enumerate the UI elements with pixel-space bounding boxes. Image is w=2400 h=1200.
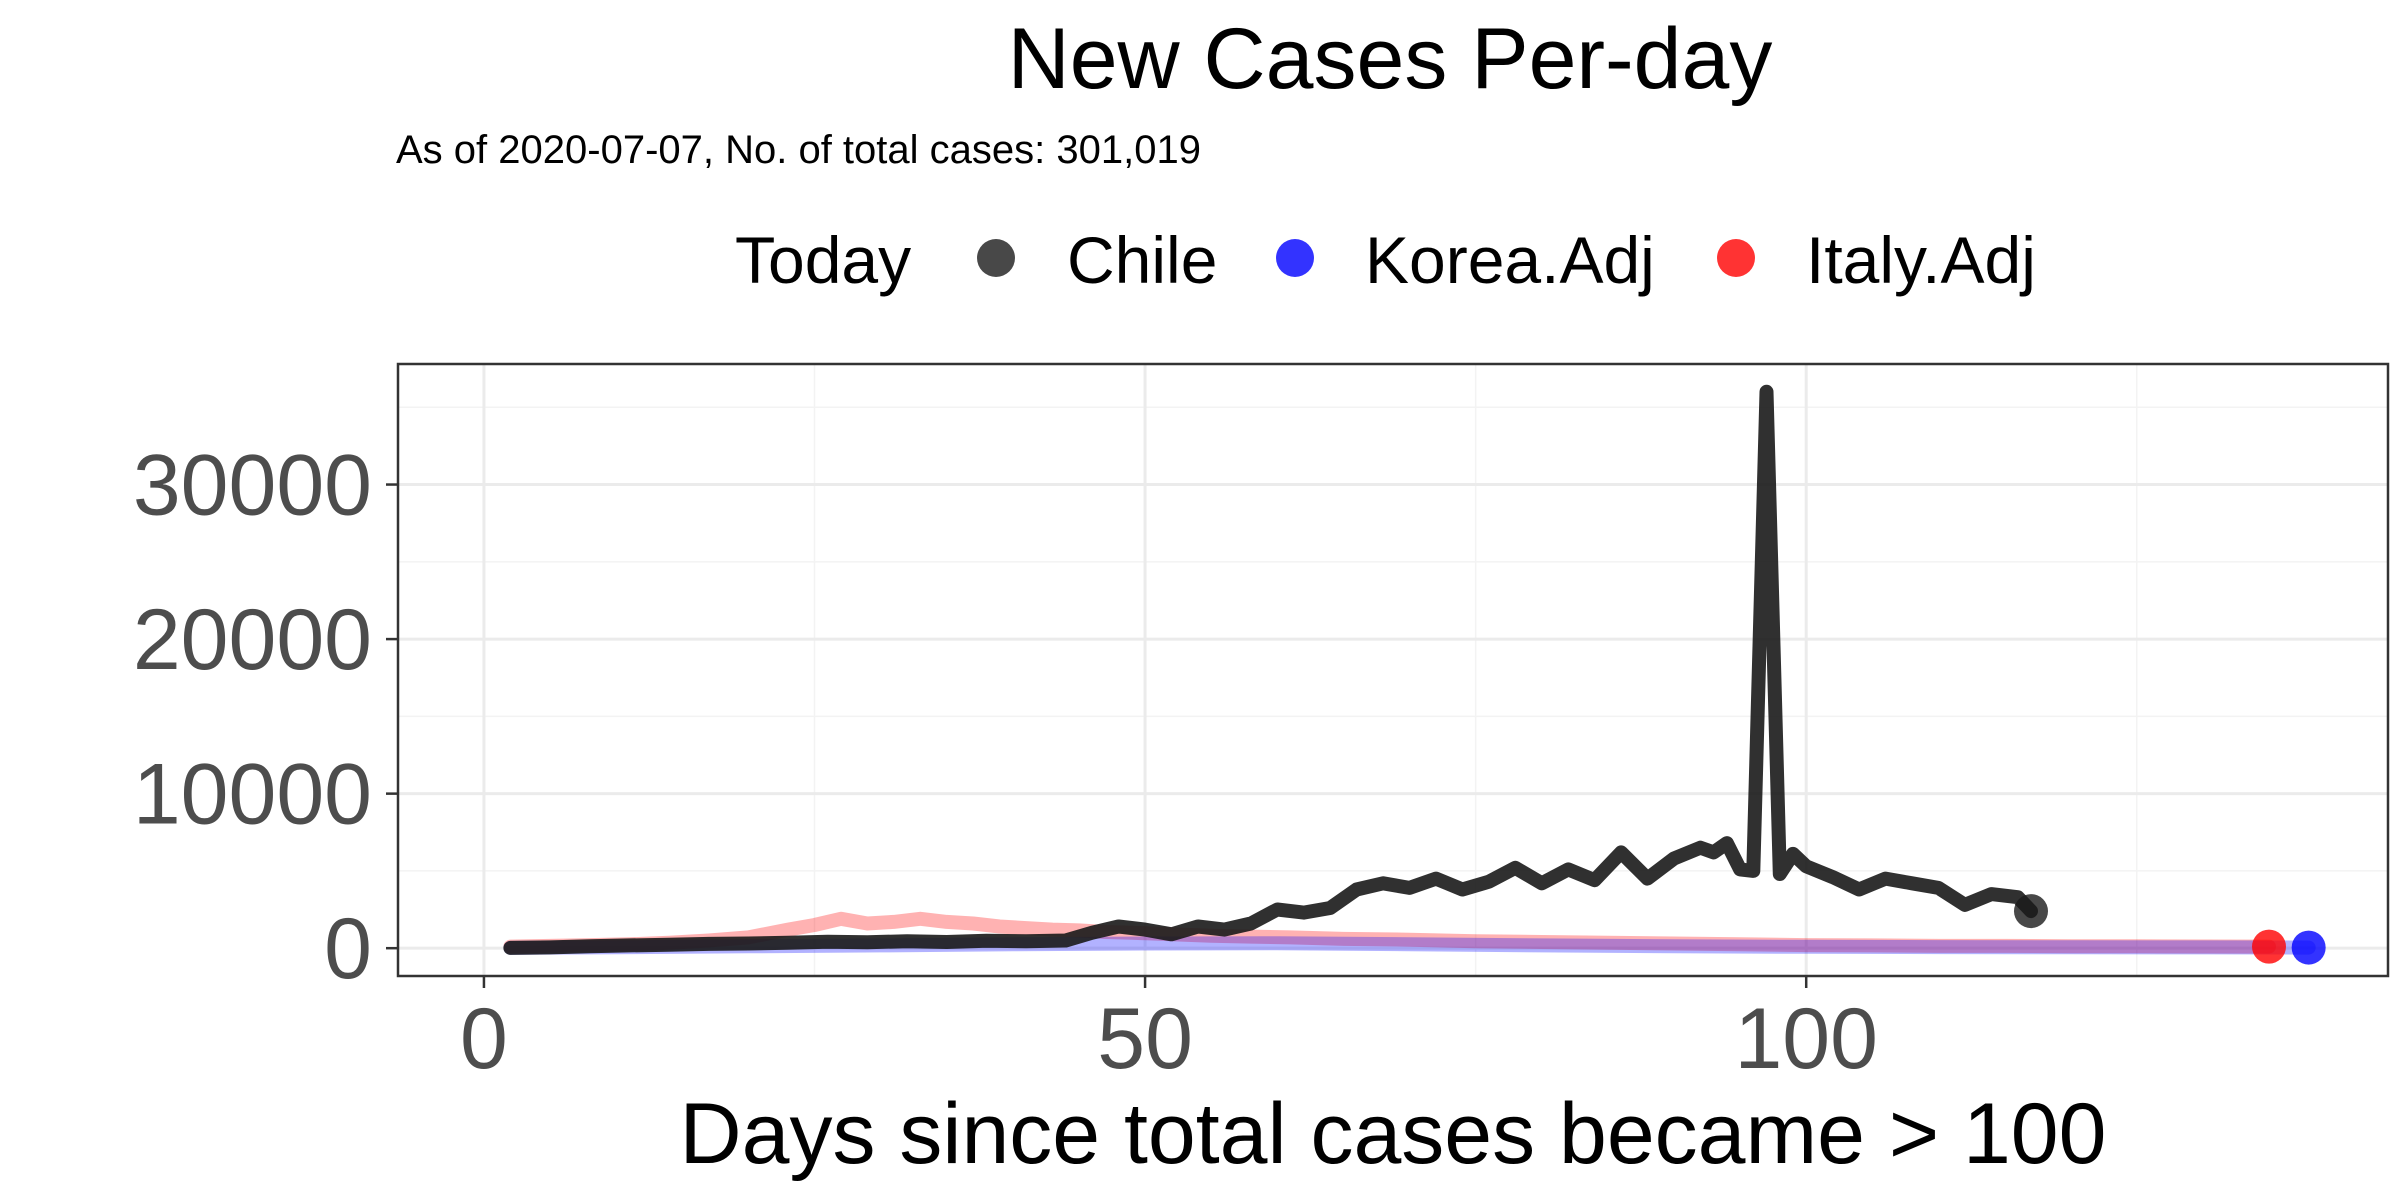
- y-tick-label: 10000: [133, 747, 372, 843]
- plot-border: [396, 362, 2390, 978]
- y-axis: 0 10000 20000 30000: [133, 438, 398, 997]
- legend-label-korea-adj: Korea.Adj: [1365, 223, 1655, 297]
- plot-background: [398, 364, 2388, 976]
- endpoint-korea-adj: [2291, 930, 2326, 965]
- y-tick-label: 0: [324, 901, 372, 997]
- legend-key-italy-adj: [1717, 239, 1755, 277]
- plot-panel: [396, 362, 2390, 978]
- legend-key-chile: [977, 239, 1015, 277]
- y-tick-label: 30000: [133, 438, 372, 534]
- legend-title: Today: [735, 223, 911, 297]
- endpoint-chile: [2013, 894, 2048, 929]
- y-tick-label: 20000: [133, 592, 372, 688]
- legend: Today Chile Korea.Adj Italy.Adj: [735, 223, 2036, 297]
- legend-items: Chile Korea.Adj Italy.Adj: [977, 223, 2036, 297]
- x-axis-label: Days since total cases became > 100: [680, 1086, 2107, 1182]
- endpoint-italy-adj: [2251, 929, 2286, 964]
- x-tick-label: 50: [1097, 991, 1193, 1087]
- series-line-chile: [503, 384, 2038, 955]
- endpoint-layer: [2013, 894, 2326, 965]
- legend-label-chile: Chile: [1067, 223, 1217, 297]
- x-tick-label: 100: [1734, 991, 1878, 1087]
- legend-key-korea-adj: [1276, 239, 1314, 277]
- legend-label-italy-adj: Italy.Adj: [1806, 223, 2036, 297]
- x-tick-label: 0: [460, 991, 508, 1087]
- series-layer: [503, 384, 2316, 955]
- x-axis: 0 50 100: [460, 976, 1878, 1087]
- chart-subtitle: As of 2020-07-07, No. of total cases: 30…: [396, 128, 1201, 172]
- chart-title: New Cases Per-day: [1008, 11, 1773, 107]
